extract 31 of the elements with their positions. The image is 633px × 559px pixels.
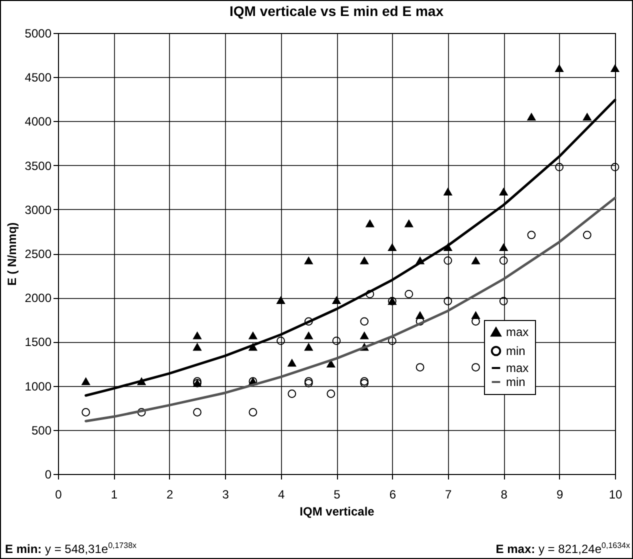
y-tick-label: 0: [44, 468, 52, 482]
x-tick-label: 1: [110, 488, 118, 502]
x-tick-label: 0: [55, 488, 62, 502]
x-tick-label: 10: [608, 488, 622, 502]
y-tick-label: 2000: [24, 291, 52, 306]
x-tick-label: 8: [500, 488, 508, 502]
y-tick-label: 1000: [24, 379, 52, 394]
y-tick-label: 4000: [24, 114, 52, 129]
x-tick-label: 3: [222, 488, 230, 502]
text: E min: y = 548,31e$^{0,1738x}$: [5, 541, 137, 556]
x-tick-label: 2: [166, 488, 174, 502]
x-tick-label: 6: [389, 488, 396, 502]
y-tick-label: 3500: [24, 158, 52, 173]
x-axis-title: IQM verticale: [300, 504, 375, 518]
x-tick-label: 9: [556, 488, 564, 502]
legend-label: min: [506, 344, 526, 358]
chart-title: IQM verticale vs E min ed E max: [230, 3, 444, 19]
x-tick-label: 7: [445, 488, 452, 502]
y-tick-label: 1500: [24, 335, 52, 350]
y-tick-label: 500: [31, 423, 52, 438]
y-tick-label: 3000: [24, 202, 52, 217]
legend-label: max: [506, 361, 529, 375]
legend-label: max: [506, 325, 529, 339]
y-axis-title: E ( N/mmq): [4, 222, 19, 286]
y-tick-label: 2500: [24, 247, 52, 261]
legend-label: min: [506, 375, 526, 389]
y-tick-label: 5000: [24, 26, 52, 40]
y-tick-label: 4500: [24, 70, 52, 85]
x-tick-label: 5: [334, 488, 341, 502]
text: E max: y = 821,24e$^{0,1634x}$: [496, 541, 630, 556]
x-tick-label: 4: [278, 488, 285, 502]
